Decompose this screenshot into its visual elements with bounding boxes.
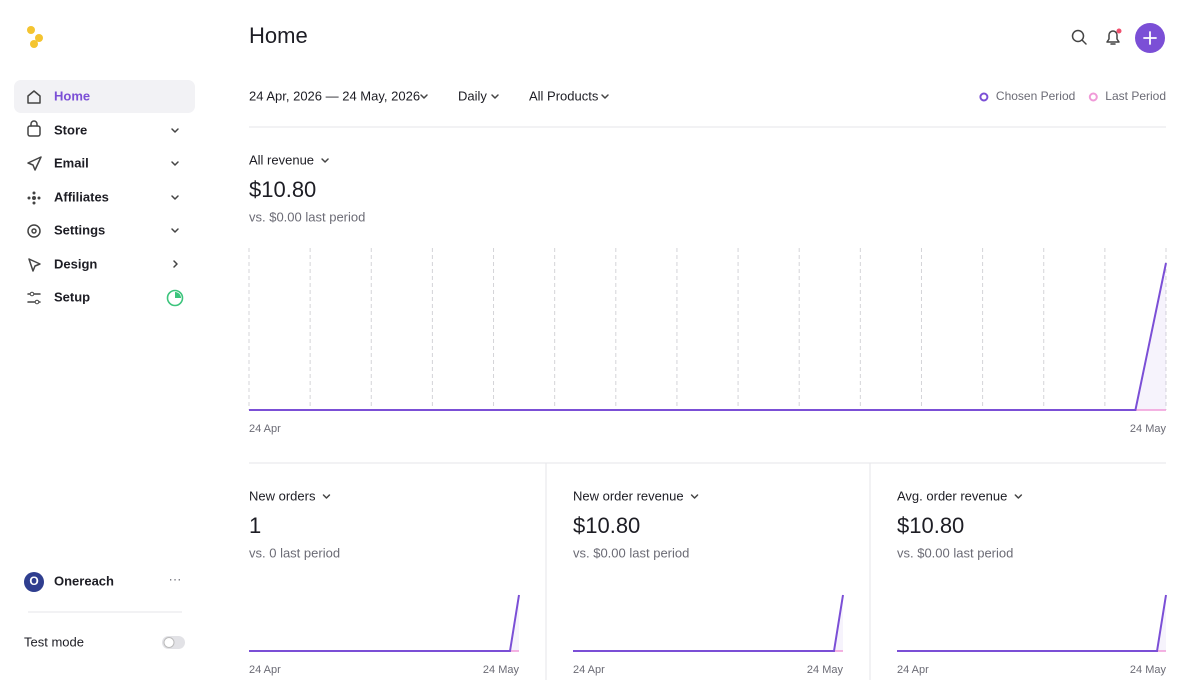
cards: All revenue $10.80 vs. $0.00 last period 24… <box>248 152 1167 676</box>
nav-label[interactable]: Email <box>54 155 89 170</box>
x-label: 24 Apr <box>249 664 281 676</box>
nav-label[interactable]: Design <box>54 256 97 271</box>
metric-value: $10.80 <box>249 177 316 202</box>
comparison: vs. 0 last period <box>249 545 340 560</box>
nav-label[interactable]: Affiliates <box>54 189 109 204</box>
date-filter[interactable]: 24 Apr, 2026 — 24 May, 2026 <box>249 88 428 103</box>
legend-swatch <box>979 92 989 102</box>
nav-affiliates[interactable]: Affiliates <box>27 189 179 205</box>
x-label: 24 Apr <box>573 664 605 676</box>
interval-filter[interactable]: Daily <box>458 88 499 103</box>
avatar: O <box>29 574 38 588</box>
legend: Last Period Chosen Period <box>979 89 1166 103</box>
chosen-period-line <box>897 594 1167 652</box>
metric-value: $10.80 <box>897 513 964 538</box>
search-button[interactable] <box>1071 29 1087 45</box>
nav-setup[interactable]: Setup <box>27 289 184 307</box>
metric-value: 1 <box>249 513 261 538</box>
area <box>249 263 1166 410</box>
nav-label[interactable]: Setup <box>54 289 90 304</box>
nav-label[interactable]: Settings <box>54 222 105 237</box>
comparison: vs. $0.00 last period <box>897 545 1013 560</box>
chevron <box>1014 494 1023 499</box>
x-label: 24 May <box>1130 423 1167 435</box>
nav-active-bg <box>14 80 195 113</box>
area <box>897 595 1166 651</box>
page-title: Home <box>249 23 308 48</box>
account[interactable]: O Onereach ··· <box>24 571 182 592</box>
comparison: vs. $0.00 last period <box>249 209 365 224</box>
account-menu[interactable]: ··· <box>169 571 182 586</box>
account-name: Onereach <box>54 573 114 588</box>
filter-label[interactable]: Daily <box>458 88 487 103</box>
nav-label[interactable]: Home <box>54 88 90 103</box>
add-button[interactable] <box>1135 23 1165 53</box>
chosen-period-line <box>249 594 520 652</box>
x-label: 24 Apr <box>897 664 929 676</box>
filter-label[interactable]: All Products <box>529 88 599 103</box>
logo <box>27 26 43 48</box>
nav-settings[interactable]: Settings <box>27 222 179 238</box>
area <box>573 595 843 651</box>
filter-label[interactable]: 24 Apr, 2026 — 24 May, 2026 <box>249 88 420 103</box>
nav-design[interactable]: Design <box>28 256 178 272</box>
legend-label: Chosen Period <box>996 89 1075 103</box>
metric-selector[interactable]: New orders <box>249 488 316 503</box>
legend-swatch <box>1088 92 1098 102</box>
test-mode-toggle[interactable] <box>162 636 185 649</box>
product-filter[interactable]: All Products <box>529 88 609 103</box>
chevron <box>321 158 329 163</box>
nav-label[interactable]: Store <box>54 122 87 137</box>
chevron <box>690 494 699 499</box>
metric-selector[interactable]: All revenue <box>249 152 314 167</box>
chosen-period-line <box>249 262 1167 411</box>
x-label: 24 Apr <box>249 423 281 435</box>
x-label: 24 May <box>1130 664 1167 676</box>
metric-selector[interactable]: Avg. order revenue <box>897 488 1007 503</box>
chevron <box>322 494 331 499</box>
nav-home[interactable]: Home <box>27 88 90 104</box>
nav-store[interactable]: Store <box>27 120 179 137</box>
metric-value: $10.80 <box>573 513 640 538</box>
area <box>249 595 519 651</box>
chosen-period-line <box>573 594 844 652</box>
x-label: 24 May <box>483 664 520 676</box>
legend-label: Last Period <box>1105 89 1166 103</box>
metric-selector[interactable]: New order revenue <box>573 488 684 503</box>
nav-email[interactable]: Email <box>27 155 179 171</box>
x-label: 24 May <box>807 664 844 676</box>
test-mode-label: Test mode <box>24 634 84 649</box>
comparison: vs. $0.00 last period <box>573 545 689 560</box>
notifications-button[interactable] <box>1106 28 1122 45</box>
